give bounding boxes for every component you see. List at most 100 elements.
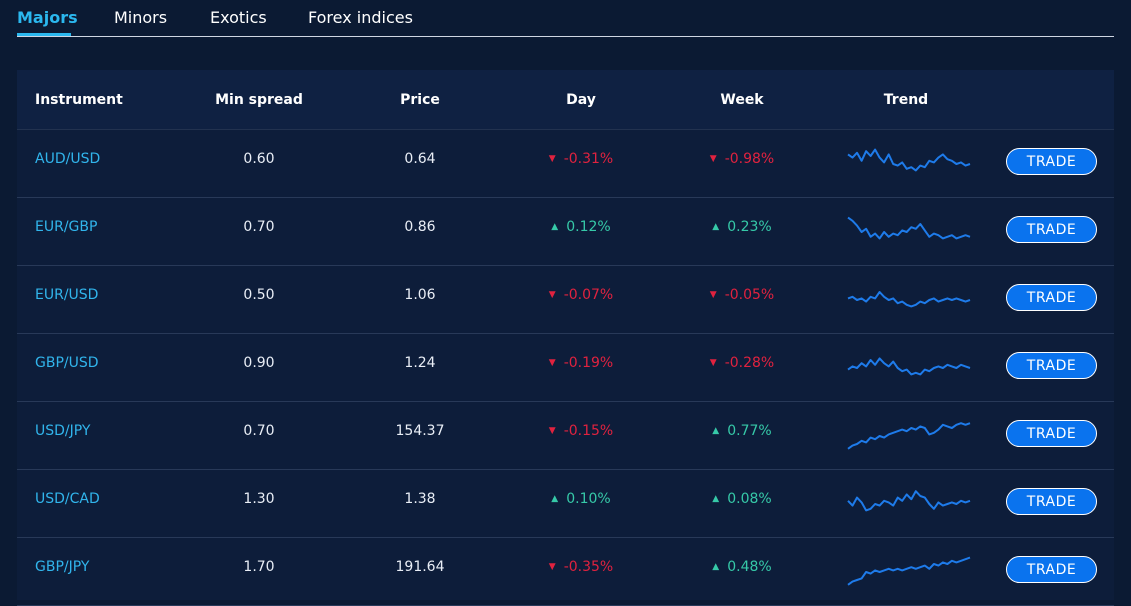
week-change-value: 0.48% <box>727 559 772 575</box>
instruments-table: Instrument Min spread Price Day Week Tre… <box>17 70 1114 606</box>
trade-button[interactable]: TRADE <box>1006 284 1097 311</box>
trend-line <box>847 556 971 586</box>
min-spread-value: 0.90 <box>243 355 275 371</box>
week-change: ▲ 0.48% <box>712 559 771 575</box>
price-value: 1.24 <box>404 355 436 371</box>
trend-sparkline <box>847 490 971 512</box>
tab-majors[interactable]: Majors <box>17 8 78 27</box>
day-change-value: -0.07% <box>563 287 614 303</box>
min-spread-value: 0.70 <box>243 219 275 235</box>
triangle-up-icon: ▲ <box>551 493 559 504</box>
trend-line <box>847 422 971 450</box>
tab-minors[interactable]: Minors <box>114 8 168 27</box>
table-row: GBP/JPY 1.70 191.64 ▼ -0.35% ▲ 0.48% TRADE <box>17 538 1114 606</box>
week-change: ▼ -0.28% <box>710 355 774 371</box>
day-change-value: 0.10% <box>566 491 611 507</box>
table-row: AUD/USD 0.60 0.64 ▼ -0.31% ▼ -0.98% TRADE <box>17 130 1114 198</box>
trade-button[interactable]: TRADE <box>1006 352 1097 379</box>
column-header-min-spread: Min spread <box>215 92 303 108</box>
triangle-down-icon: ▼ <box>709 289 717 300</box>
trend-sparkline <box>847 357 971 376</box>
table-row: USD/JPY 0.70 154.37 ▼ -0.15% ▲ 0.77% TRADE <box>17 402 1114 470</box>
day-change: ▼ -0.07% <box>549 287 613 303</box>
triangle-up-icon: ▲ <box>712 221 720 232</box>
triangle-down-icon: ▼ <box>709 357 717 368</box>
trend-line <box>847 490 971 512</box>
price-value: 0.64 <box>404 151 436 167</box>
column-header-week: Week <box>720 92 764 108</box>
min-spread-value: 0.70 <box>243 423 275 439</box>
price-value: 1.38 <box>404 491 436 507</box>
trade-button[interactable]: TRADE <box>1006 488 1097 515</box>
day-change-value: -0.35% <box>563 559 614 575</box>
triangle-down-icon: ▼ <box>548 357 556 368</box>
trend-line <box>847 291 971 308</box>
min-spread-value: 1.70 <box>243 559 275 575</box>
trade-button[interactable]: TRADE <box>1006 216 1097 243</box>
trade-button[interactable]: TRADE <box>1006 148 1097 175</box>
table-row: EUR/USD 0.50 1.06 ▼ -0.07% ▼ -0.05% TRADE <box>17 266 1114 334</box>
week-change-value: -0.98% <box>724 151 775 167</box>
column-header-trend: Trend <box>883 92 929 108</box>
active-tab-indicator <box>17 33 71 36</box>
triangle-up-icon: ▲ <box>551 221 559 232</box>
day-change: ▲ 0.10% <box>551 491 610 507</box>
instrument-link[interactable]: USD/JPY <box>35 423 91 439</box>
triangle-down-icon: ▼ <box>709 153 717 164</box>
min-spread-value: 0.60 <box>243 151 275 167</box>
week-change-value: 0.23% <box>727 219 772 235</box>
instrument-link[interactable]: GBP/USD <box>35 355 99 371</box>
triangle-down-icon: ▼ <box>548 289 556 300</box>
price-value: 154.37 <box>395 423 445 439</box>
triangle-up-icon: ▲ <box>712 425 720 436</box>
trade-button[interactable]: TRADE <box>1006 420 1097 447</box>
triangle-down-icon: ▼ <box>548 561 556 572</box>
column-header-price: Price <box>400 92 440 108</box>
trend-sparkline <box>847 216 971 240</box>
min-spread-value: 0.50 <box>243 287 275 303</box>
price-value: 1.06 <box>404 287 436 303</box>
trend-line <box>847 148 971 172</box>
trend-sparkline <box>847 422 971 450</box>
instrument-link[interactable]: EUR/GBP <box>35 219 98 235</box>
instrument-link[interactable]: EUR/USD <box>35 287 99 303</box>
column-header-day: Day <box>566 92 596 108</box>
trend-sparkline <box>847 291 971 308</box>
week-change: ▲ 0.77% <box>712 423 771 439</box>
instrument-link[interactable]: AUD/USD <box>35 151 101 167</box>
day-change: ▼ -0.19% <box>549 355 613 371</box>
trade-button[interactable]: TRADE <box>1006 556 1097 583</box>
week-change-value: -0.28% <box>724 355 775 371</box>
triangle-up-icon: ▲ <box>712 561 720 572</box>
triangle-down-icon: ▼ <box>548 425 556 436</box>
day-change-value: -0.15% <box>563 423 614 439</box>
table-header: Instrument Min spread Price Day Week Tre… <box>17 70 1114 130</box>
instrument-link[interactable]: GBP/JPY <box>35 559 90 575</box>
triangle-up-icon: ▲ <box>712 493 720 504</box>
column-header-instrument: Instrument <box>35 92 123 108</box>
triangle-down-icon: ▼ <box>548 153 556 164</box>
instrument-link[interactable]: USD/CAD <box>35 491 100 507</box>
table-row: USD/CAD 1.30 1.38 ▲ 0.10% ▲ 0.08% TRADE <box>17 470 1114 538</box>
price-value: 191.64 <box>395 559 445 575</box>
tab-exotics[interactable]: Exotics <box>210 8 267 27</box>
day-change-value: -0.19% <box>563 355 614 371</box>
table-row: EUR/GBP 0.70 0.86 ▲ 0.12% ▲ 0.23% TRADE <box>17 198 1114 266</box>
min-spread-value: 1.30 <box>243 491 275 507</box>
trend-line <box>847 216 971 240</box>
week-change-value: 0.77% <box>727 423 772 439</box>
trend-sparkline <box>847 148 971 172</box>
week-change: ▼ -0.98% <box>710 151 774 167</box>
week-change: ▼ -0.05% <box>710 287 774 303</box>
day-change: ▼ -0.31% <box>549 151 613 167</box>
instrument-tabs: Majors Minors Exotics Forex indices <box>17 0 1114 37</box>
tab-forex-indices[interactable]: Forex indices <box>308 8 413 27</box>
week-change: ▲ 0.08% <box>712 491 771 507</box>
week-change: ▲ 0.23% <box>712 219 771 235</box>
price-value: 0.86 <box>404 219 436 235</box>
table-row: GBP/USD 0.90 1.24 ▼ -0.19% ▼ -0.28% TRADE <box>17 334 1114 402</box>
trend-line <box>847 357 971 376</box>
day-change-value: 0.12% <box>566 219 611 235</box>
day-change: ▼ -0.15% <box>549 423 613 439</box>
week-change-value: 0.08% <box>727 491 772 507</box>
